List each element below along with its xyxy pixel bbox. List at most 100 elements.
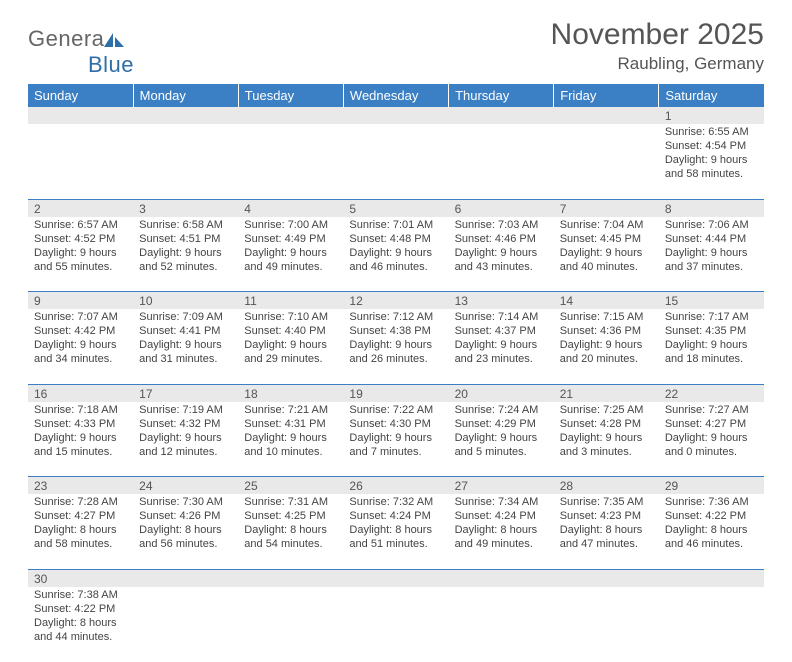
daylight-text-2: and 40 minutes.: [560, 260, 653, 274]
sunset-text: Sunset: 4:26 PM: [139, 509, 232, 523]
day-data-cell: Sunrise: 7:31 AMSunset: 4:25 PMDaylight:…: [238, 494, 343, 569]
sunrise-text: Sunrise: 7:18 AM: [34, 403, 127, 417]
day-data-cell: Sunrise: 7:28 AMSunset: 4:27 PMDaylight:…: [28, 494, 133, 569]
sunset-text: Sunset: 4:41 PM: [139, 324, 232, 338]
day-number-cell: [554, 569, 659, 587]
day-number-cell: 4: [238, 199, 343, 217]
sunset-text: Sunset: 4:22 PM: [665, 509, 758, 523]
day-number-cell: 11: [238, 292, 343, 310]
day-data-cell: Sunrise: 7:35 AMSunset: 4:23 PMDaylight:…: [554, 494, 659, 569]
sails-icon: [102, 31, 126, 49]
day-number-cell: 22: [659, 384, 764, 402]
daynum-row: 23242526272829: [28, 477, 764, 495]
day-number-cell: [449, 107, 554, 124]
day-number-cell: [238, 107, 343, 124]
day-number-cell: 1: [659, 107, 764, 124]
sunrise-text: Sunrise: 7:14 AM: [455, 310, 548, 324]
day-number-cell: 20: [449, 384, 554, 402]
logo-text-1: Genera: [28, 26, 104, 51]
daylight-text-1: Daylight: 8 hours: [560, 523, 653, 537]
sunrise-text: Sunrise: 7:27 AM: [665, 403, 758, 417]
day-data-cell: Sunrise: 7:00 AMSunset: 4:49 PMDaylight:…: [238, 217, 343, 292]
day-data-cell: Sunrise: 7:03 AMSunset: 4:46 PMDaylight:…: [449, 217, 554, 292]
day-data-cell: Sunrise: 7:15 AMSunset: 4:36 PMDaylight:…: [554, 309, 659, 384]
daylight-text-1: Daylight: 8 hours: [34, 616, 127, 630]
sunset-text: Sunset: 4:49 PM: [244, 232, 337, 246]
day-number-cell: [343, 107, 448, 124]
day-data-cell: Sunrise: 7:12 AMSunset: 4:38 PMDaylight:…: [343, 309, 448, 384]
daylight-text-2: and 31 minutes.: [139, 352, 232, 366]
page-title: November 2025: [551, 18, 764, 52]
daylight-text-2: and 56 minutes.: [139, 537, 232, 551]
daylight-text-2: and 29 minutes.: [244, 352, 337, 366]
day-data-cell: Sunrise: 7:07 AMSunset: 4:42 PMDaylight:…: [28, 309, 133, 384]
daylight-text-2: and 7 minutes.: [349, 445, 442, 459]
day-number-cell: [554, 107, 659, 124]
day-number-cell: 13: [449, 292, 554, 310]
day-number-cell: [28, 107, 133, 124]
sunrise-text: Sunrise: 7:10 AM: [244, 310, 337, 324]
daylight-text-1: Daylight: 9 hours: [455, 246, 548, 260]
sunrise-text: Sunrise: 7:36 AM: [665, 495, 758, 509]
sunset-text: Sunset: 4:27 PM: [34, 509, 127, 523]
sunset-text: Sunset: 4:52 PM: [34, 232, 127, 246]
sunset-text: Sunset: 4:48 PM: [349, 232, 442, 246]
daylight-text-2: and 51 minutes.: [349, 537, 442, 551]
day-data-cell: Sunrise: 7:18 AMSunset: 4:33 PMDaylight:…: [28, 402, 133, 477]
day-number-cell: 7: [554, 199, 659, 217]
weekday-header: Friday: [554, 84, 659, 107]
day-number-cell: 25: [238, 477, 343, 495]
daylight-text-2: and 3 minutes.: [560, 445, 653, 459]
day-data-cell: [238, 124, 343, 199]
sunset-text: Sunset: 4:30 PM: [349, 417, 442, 431]
day-data-cell: [554, 124, 659, 199]
day-data-row: Sunrise: 7:38 AMSunset: 4:22 PMDaylight:…: [28, 587, 764, 662]
day-number-cell: 23: [28, 477, 133, 495]
day-data-cell: [238, 587, 343, 662]
daylight-text-2: and 49 minutes.: [455, 537, 548, 551]
day-data-cell: Sunrise: 7:34 AMSunset: 4:24 PMDaylight:…: [449, 494, 554, 569]
day-data-cell: [133, 587, 238, 662]
daylight-text-2: and 12 minutes.: [139, 445, 232, 459]
sunrise-text: Sunrise: 7:32 AM: [349, 495, 442, 509]
daynum-row: 30: [28, 569, 764, 587]
day-data-cell: Sunrise: 7:38 AMSunset: 4:22 PMDaylight:…: [28, 587, 133, 662]
daylight-text-1: Daylight: 9 hours: [349, 431, 442, 445]
daylight-text-1: Daylight: 9 hours: [139, 338, 232, 352]
day-data-cell: Sunrise: 7:01 AMSunset: 4:48 PMDaylight:…: [343, 217, 448, 292]
daylight-text-1: Daylight: 8 hours: [665, 523, 758, 537]
daylight-text-1: Daylight: 9 hours: [665, 153, 758, 167]
daylight-text-1: Daylight: 9 hours: [34, 338, 127, 352]
sunset-text: Sunset: 4:40 PM: [244, 324, 337, 338]
sunrise-text: Sunrise: 7:24 AM: [455, 403, 548, 417]
sunset-text: Sunset: 4:37 PM: [455, 324, 548, 338]
sunrise-text: Sunrise: 7:17 AM: [665, 310, 758, 324]
sunset-text: Sunset: 4:24 PM: [455, 509, 548, 523]
daylight-text-2: and 37 minutes.: [665, 260, 758, 274]
sunset-text: Sunset: 4:35 PM: [665, 324, 758, 338]
day-data-cell: Sunrise: 6:58 AMSunset: 4:51 PMDaylight:…: [133, 217, 238, 292]
location: Raubling, Germany: [551, 54, 764, 74]
day-number-cell: 2: [28, 199, 133, 217]
sunrise-text: Sunrise: 7:12 AM: [349, 310, 442, 324]
day-number-cell: 29: [659, 477, 764, 495]
day-data-cell: Sunrise: 7:36 AMSunset: 4:22 PMDaylight:…: [659, 494, 764, 569]
daylight-text-1: Daylight: 8 hours: [139, 523, 232, 537]
day-data-cell: [133, 124, 238, 199]
day-data-cell: Sunrise: 7:10 AMSunset: 4:40 PMDaylight:…: [238, 309, 343, 384]
daylight-text-2: and 34 minutes.: [34, 352, 127, 366]
daylight-text-2: and 54 minutes.: [244, 537, 337, 551]
day-data-cell: [554, 587, 659, 662]
day-number-cell: 24: [133, 477, 238, 495]
day-number-cell: 30: [28, 569, 133, 587]
daylight-text-1: Daylight: 9 hours: [34, 246, 127, 260]
daylight-text-2: and 0 minutes.: [665, 445, 758, 459]
daylight-text-2: and 10 minutes.: [244, 445, 337, 459]
sunset-text: Sunset: 4:28 PM: [560, 417, 653, 431]
daylight-text-1: Daylight: 9 hours: [455, 338, 548, 352]
sunrise-text: Sunrise: 7:28 AM: [34, 495, 127, 509]
sunrise-text: Sunrise: 7:31 AM: [244, 495, 337, 509]
day-number-cell: 19: [343, 384, 448, 402]
daylight-text-2: and 18 minutes.: [665, 352, 758, 366]
day-data-cell: Sunrise: 7:06 AMSunset: 4:44 PMDaylight:…: [659, 217, 764, 292]
